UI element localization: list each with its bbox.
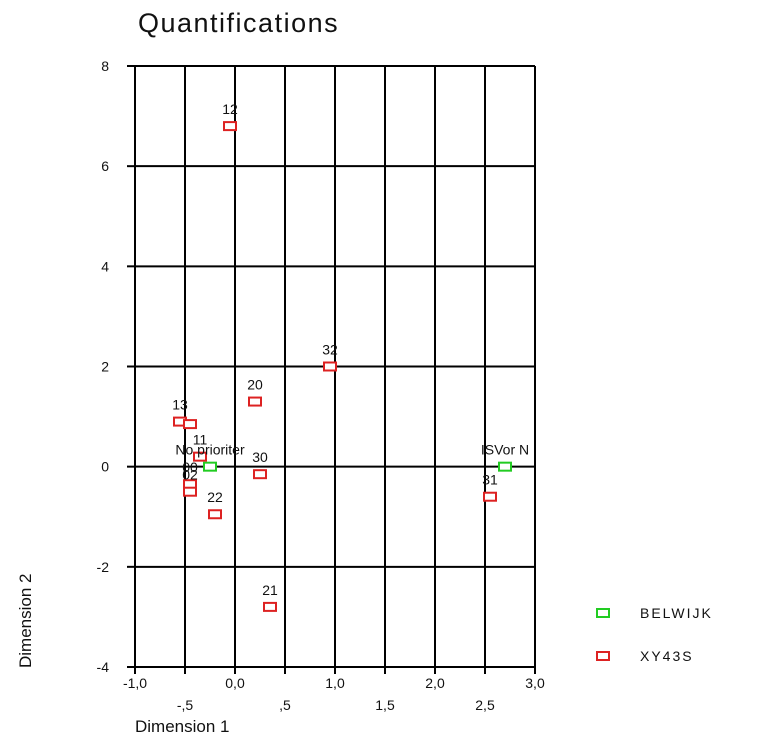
x-tick-label-major: 3,0: [525, 675, 545, 691]
legend-marker: [596, 608, 610, 618]
data-point: [208, 509, 222, 520]
x-tick-label-major: -1,0: [123, 675, 147, 691]
legend-entry: BELWIJK: [640, 605, 713, 621]
point-label: 20: [247, 377, 263, 393]
point-label: 30: [252, 449, 268, 465]
point-label: 00: [182, 459, 198, 475]
x-tick-label-minor: -,5: [177, 697, 194, 713]
data-point: [193, 451, 207, 462]
point-label: 12: [222, 101, 238, 117]
data-point: [323, 361, 337, 372]
point-label: No prioriter: [175, 442, 245, 458]
y-tick-label: 6: [101, 158, 109, 174]
x-tick-label-major: 1,0: [325, 675, 345, 691]
point-label: 21: [262, 582, 278, 598]
point-label: 13: [172, 397, 188, 413]
x-axis-ticks: -1,0 0,0 1,0 2,0 3,0 -,5 ,5 1,5 2,5: [123, 667, 545, 713]
x-tick-label-minor: ,5: [279, 697, 291, 713]
y-tick-label: 4: [101, 258, 109, 274]
legend-entry: XY43S: [640, 648, 694, 664]
data-point: [248, 396, 262, 407]
legend-marker: [596, 651, 610, 661]
data-point: [183, 419, 197, 430]
y-tick-label: 8: [101, 58, 109, 74]
data-point: [483, 491, 497, 502]
y-axis-label: Dimension 2: [16, 574, 35, 669]
x-tick-label-major: 0,0: [225, 675, 245, 691]
data-point: [183, 486, 197, 497]
legend: BELWIJK XY43S: [596, 605, 713, 664]
point-label: 31: [482, 472, 498, 488]
x-axis-label: Dimension 1: [135, 717, 230, 736]
point-label: 11: [193, 432, 208, 448]
x-tick-label-major: 2,0: [425, 675, 445, 691]
y-tick-label: 0: [101, 459, 109, 475]
chart-title: Quantifications: [138, 8, 339, 38]
point-label: 02: [182, 467, 198, 483]
point-label: 32: [322, 342, 338, 358]
data-point: [223, 121, 237, 132]
y-tick-label: -2: [97, 559, 110, 575]
point-label: ISVor N: [481, 442, 529, 458]
y-tick-label: 2: [101, 359, 109, 375]
data-point: [203, 461, 217, 472]
x-tick-label-minor: 2,5: [475, 697, 495, 713]
point-label: 22: [207, 489, 223, 505]
data-points: [173, 121, 512, 612]
data-point: [253, 469, 267, 480]
y-tick-label: -4: [97, 659, 110, 675]
y-axis-ticks: 8 6 4 2 0 -2 -4: [97, 58, 135, 675]
data-point: [498, 461, 512, 472]
x-tick-label-minor: 1,5: [375, 697, 395, 713]
data-point: [263, 601, 277, 612]
